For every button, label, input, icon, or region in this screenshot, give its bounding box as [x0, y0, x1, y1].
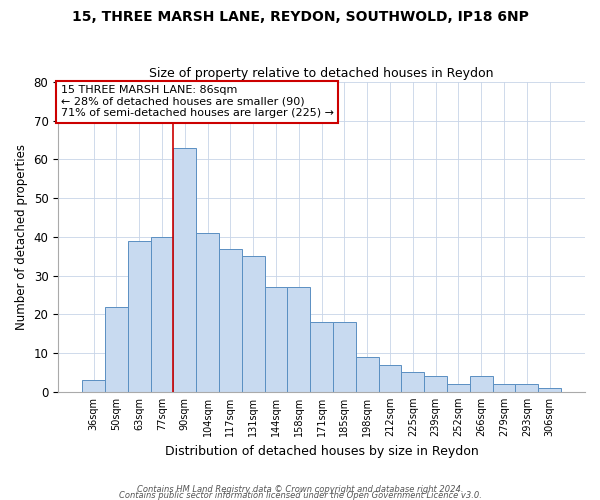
Bar	[151, 237, 173, 392]
Bar	[401, 372, 424, 392]
Bar	[128, 241, 151, 392]
Bar	[105, 306, 128, 392]
Bar	[173, 148, 196, 392]
Bar	[333, 322, 356, 392]
Y-axis label: Number of detached properties: Number of detached properties	[15, 144, 28, 330]
Title: Size of property relative to detached houses in Reydon: Size of property relative to detached ho…	[149, 66, 494, 80]
Bar	[219, 248, 242, 392]
Text: 15 THREE MARSH LANE: 86sqm
← 28% of detached houses are smaller (90)
71% of semi: 15 THREE MARSH LANE: 86sqm ← 28% of deta…	[61, 85, 334, 118]
Bar	[287, 288, 310, 392]
X-axis label: Distribution of detached houses by size in Reydon: Distribution of detached houses by size …	[165, 444, 478, 458]
Bar	[424, 376, 447, 392]
Text: Contains HM Land Registry data © Crown copyright and database right 2024.: Contains HM Land Registry data © Crown c…	[137, 485, 463, 494]
Bar	[447, 384, 470, 392]
Bar	[82, 380, 105, 392]
Bar	[515, 384, 538, 392]
Bar	[242, 256, 265, 392]
Bar	[356, 357, 379, 392]
Bar	[379, 364, 401, 392]
Bar	[265, 288, 287, 392]
Bar	[493, 384, 515, 392]
Bar	[196, 233, 219, 392]
Bar	[310, 322, 333, 392]
Bar	[538, 388, 561, 392]
Bar	[470, 376, 493, 392]
Text: Contains public sector information licensed under the Open Government Licence v3: Contains public sector information licen…	[119, 490, 481, 500]
Text: 15, THREE MARSH LANE, REYDON, SOUTHWOLD, IP18 6NP: 15, THREE MARSH LANE, REYDON, SOUTHWOLD,…	[71, 10, 529, 24]
